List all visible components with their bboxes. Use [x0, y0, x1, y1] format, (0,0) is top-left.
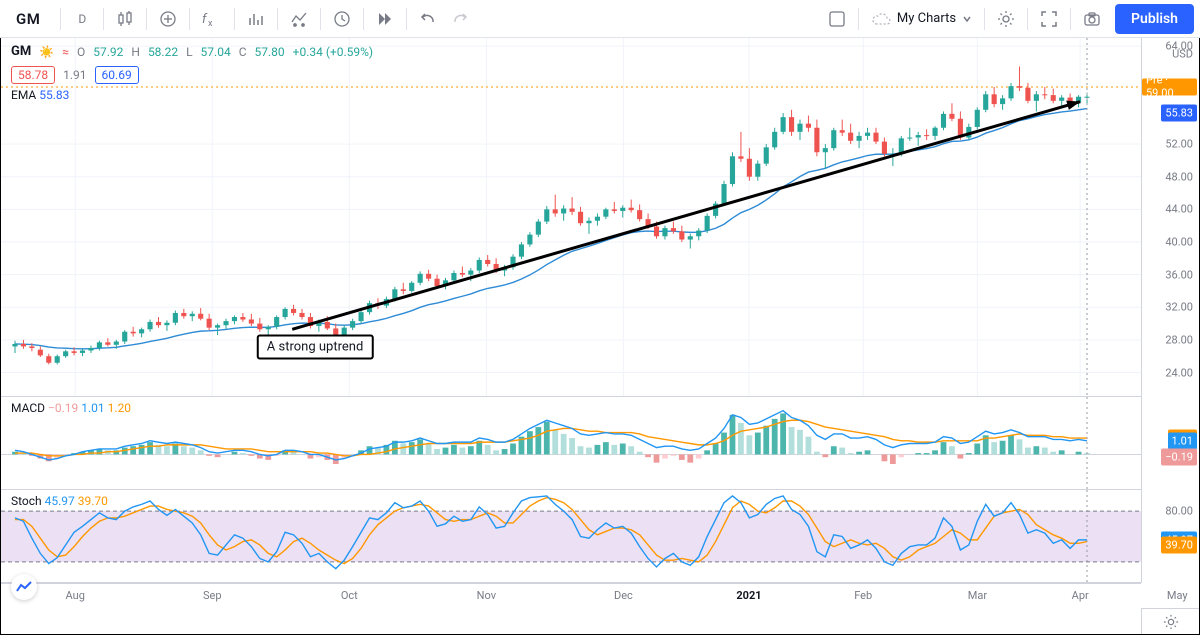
price-yaxis[interactable]: 24.00 28.00 32.00 36.00 40.00 44.00 48.00 52.00…	[1141, 38, 1199, 397]
publish-button[interactable]: Publish	[1115, 4, 1194, 34]
ytick: 64.00	[1165, 40, 1193, 53]
separator	[146, 8, 147, 30]
sun-icon: ☀️	[39, 45, 54, 59]
separator	[1070, 8, 1071, 30]
xtick: Dec	[614, 589, 633, 602]
ytick: 28.00	[1165, 333, 1193, 346]
alert-icon[interactable]	[327, 4, 357, 34]
price-pane[interactable]: GM ☀️ ≈ O57.92 H58.22 L57.04 C57.80 +0.3…	[1, 38, 1141, 397]
ytick: 48.00	[1165, 170, 1193, 183]
replay-icon[interactable]	[370, 4, 400, 34]
separator	[60, 8, 61, 30]
fullscreen-icon[interactable]	[1034, 4, 1064, 34]
separator	[320, 8, 321, 30]
macd-badge: −0.19	[1161, 449, 1197, 466]
ytick: 24.00	[1165, 366, 1193, 379]
separator	[277, 8, 278, 30]
time-axis[interactable]: AugSepOctNovDec2021FebMarAprMay	[1, 583, 1141, 609]
price-legend: GM ☀️ ≈ O57.92 H58.22 L57.04 C57.80 +0.3…	[11, 44, 373, 59]
redo-icon[interactable]	[445, 4, 475, 34]
mycharts-label: My Charts	[897, 11, 956, 26]
separator	[189, 8, 190, 30]
ytick: 52.00	[1165, 138, 1193, 151]
gear-icon[interactable]	[991, 4, 1021, 34]
xtick: Sep	[203, 589, 222, 602]
price-badge: 55.83	[1161, 104, 1197, 121]
xtick: 2021	[736, 589, 761, 602]
compare-icon[interactable]	[153, 4, 183, 34]
xtick: Mar	[968, 589, 987, 602]
chart-frame: GM ☀️ ≈ O57.92 H58.22 L57.04 C57.80 +0.3…	[0, 38, 1200, 635]
xtick: Feb	[854, 589, 872, 602]
trend-annotation: A strong uptrend	[257, 335, 373, 360]
interval-button[interactable]: D	[67, 4, 97, 34]
separator	[234, 8, 235, 30]
macd-pane[interactable]: MACD −0.19 1.01 1.20	[1, 397, 1141, 490]
xtick: Apr	[1072, 589, 1089, 602]
layout-icon[interactable]	[822, 4, 852, 34]
toolbar: GM D fx My Charts Publish	[0, 0, 1200, 38]
chevron-down-icon	[962, 14, 972, 24]
ytick: 80.00	[1165, 505, 1193, 518]
ytick: 32.00	[1165, 301, 1193, 314]
macd-legend: MACD −0.19 1.01 1.20	[11, 401, 131, 415]
indicators-icon[interactable]: fx	[196, 4, 228, 34]
xtick: Oct	[341, 589, 358, 602]
stoch-yaxis[interactable]: 80.0045.9739.70	[1141, 490, 1199, 583]
separator	[103, 8, 104, 30]
mycharts-button[interactable]: My Charts	[865, 4, 978, 34]
ytick: 40.00	[1165, 235, 1193, 248]
ema-legend: EMA 55.83	[11, 88, 69, 102]
financials-icon[interactable]	[241, 4, 271, 34]
flag-icon: ≈	[62, 45, 69, 59]
price-badge: Pre · 59.00	[1142, 78, 1197, 95]
separator	[406, 8, 407, 30]
separator	[984, 8, 985, 30]
macd-yaxis[interactable]: 1.201.01−0.19	[1141, 397, 1199, 490]
help-icon[interactable]	[11, 574, 37, 600]
bid-ask-row: 58.78 1.91 60.69	[11, 66, 139, 84]
ytick: 44.00	[1165, 203, 1193, 216]
ytick: 36.00	[1165, 268, 1193, 281]
cloud-icon	[871, 12, 891, 26]
separator	[1027, 8, 1028, 30]
macd-badge: 1.01	[1168, 432, 1197, 449]
snapshot-icon[interactable]	[1077, 4, 1107, 34]
xtick: May	[1167, 589, 1188, 602]
separator	[363, 8, 364, 30]
undo-icon[interactable]	[413, 4, 443, 34]
templates-icon[interactable]	[284, 4, 314, 34]
separator	[858, 8, 859, 30]
xtick: Nov	[477, 589, 496, 602]
symbol-label[interactable]: GM	[6, 10, 54, 28]
svg-text:x: x	[208, 19, 213, 27]
stoch-legend: Stoch 45.97 39.70	[11, 494, 108, 508]
xtick: Aug	[66, 589, 85, 602]
stoch-badge: 39.70	[1161, 537, 1197, 554]
stoch-pane[interactable]: Stoch 45.97 39.70	[1, 490, 1141, 583]
candles-icon[interactable]	[110, 4, 140, 34]
axis-settings-icon[interactable]	[1141, 608, 1199, 634]
